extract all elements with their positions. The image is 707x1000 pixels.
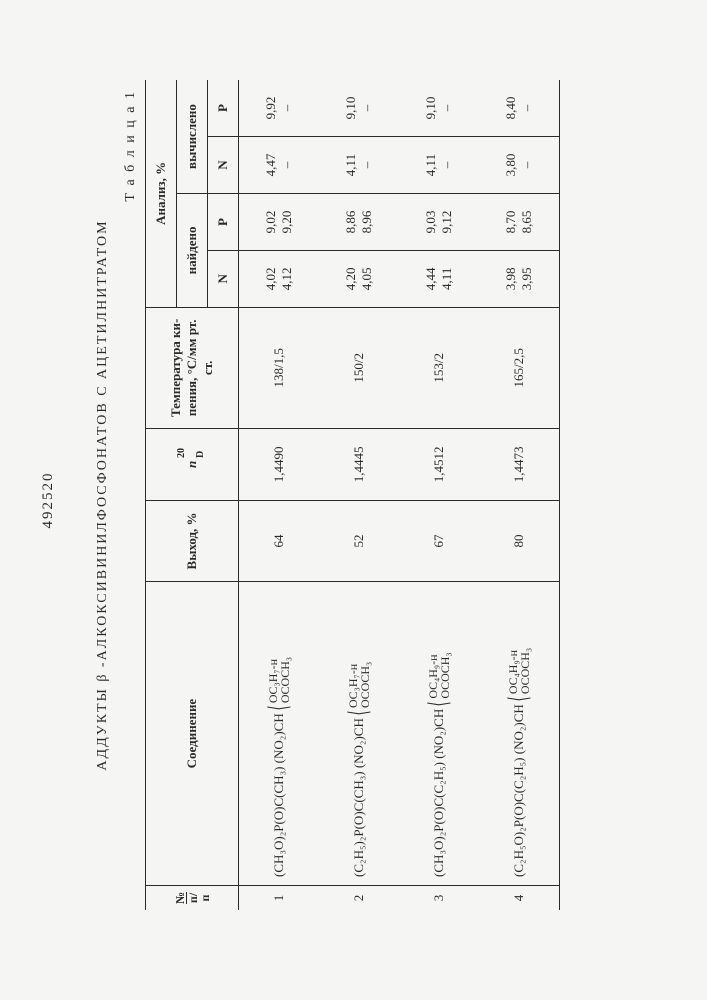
cell-bp: 150/2 xyxy=(319,307,399,428)
document-number: 492520 xyxy=(40,0,57,1000)
table-row: 2(C₂H₅)₂P(O)C(CH₃) (NO₂)CH⟨OC₃H₇-нOCOCH₃… xyxy=(319,80,399,910)
cell-found-P: 9,039,12 xyxy=(399,194,479,251)
table-body: 1(CH₃O)₂P(O)C(CH₃) (NO₂)CH⟨OC₃H₇-нOCOCH₃… xyxy=(239,80,560,910)
col-analysis: Анализ, % xyxy=(146,80,177,307)
cell-yield: 64 xyxy=(239,500,320,581)
cell-calc-N: 4,11– xyxy=(319,137,399,194)
cell-bp: 138/1,5 xyxy=(239,307,320,428)
cell-no: 4 xyxy=(479,885,560,910)
cell-calc-N: 4,47– xyxy=(239,137,320,194)
rotated-content: 492520 АДДУКТЫ β -АЛКОКСИВИНИЛФОСФОНАТОВ… xyxy=(0,0,707,1000)
cell-found-P: 8,868,96 xyxy=(319,194,399,251)
page: 492520 АДДУКТЫ β -АЛКОКСИВИНИЛФОСФОНАТОВ… xyxy=(0,0,707,1000)
table-row: 4(C₂H₅O)₂P(O)C(C₂H₅) (NO₂)CH⟨OC₄H₉-нOCOC… xyxy=(479,80,560,910)
data-table: № п/п Соединение Выход, % n 20 D xyxy=(145,80,560,910)
cell-compound: (CH₃O)₂P(O)C(C₂H₅) (NO₂)CH⟨OC₄H₉-нOCOCH₃ xyxy=(399,582,479,886)
cell-nd: 1,4445 xyxy=(319,428,399,500)
cell-no: 2 xyxy=(319,885,399,910)
cell-nd: 1,4473 xyxy=(479,428,560,500)
cell-nd: 1,4512 xyxy=(399,428,479,500)
table-row: 1(CH₃O)₂P(O)C(CH₃) (NO₂)CH⟨OC₃H₇-нOCOCH₃… xyxy=(239,80,320,910)
cell-yield: 80 xyxy=(479,500,560,581)
cell-found-N: 4,024,12 xyxy=(239,250,320,307)
col-calc-P: P xyxy=(208,80,239,137)
table-head: № п/п Соединение Выход, % n 20 D xyxy=(146,80,239,910)
cell-found-N: 3,983,95 xyxy=(479,250,560,307)
col-calc-N: N xyxy=(208,137,239,194)
cell-calc-P: 9,92– xyxy=(239,80,320,137)
cell-calc-P: 9,10– xyxy=(319,80,399,137)
table-caption: АДДУКТЫ β -АЛКОКСИВИНИЛФОСФОНАТОВ С АЦЕТ… xyxy=(95,80,111,910)
cell-calc-N: 3,80– xyxy=(479,137,560,194)
cell-bp: 165/2,5 xyxy=(479,307,560,428)
content-area: АДДУКТЫ β -АЛКОКСИВИНИЛФОСФОНАТОВ С АЦЕТ… xyxy=(95,80,560,910)
cell-found-P: 8,708,65 xyxy=(479,194,560,251)
col-found-N: N xyxy=(208,250,239,307)
cell-compound: (CH₃O)₂P(O)C(CH₃) (NO₂)CH⟨OC₃H₇-нOCOCH₃ xyxy=(239,582,320,886)
cell-compound: (C₂H₅O)₂P(O)C(C₂H₅) (NO₂)CH⟨OC₄H₉-нOCOCH… xyxy=(479,582,560,886)
col-no: № п/п xyxy=(146,885,239,910)
cell-found-P: 9,029,20 xyxy=(239,194,320,251)
cell-calc-P: 9,10– xyxy=(399,80,479,137)
col-yield: Выход, % xyxy=(146,500,239,581)
cell-yield: 52 xyxy=(319,500,399,581)
cell-found-N: 4,204,05 xyxy=(319,250,399,307)
col-found-P: P xyxy=(208,194,239,251)
cell-nd: 1,4490 xyxy=(239,428,320,500)
col-calc: вычислено xyxy=(177,80,208,194)
col-bp: Температура ки- пения, °С/мм рт. ст. xyxy=(146,307,239,428)
cell-no: 1 xyxy=(239,885,320,910)
cell-found-N: 4,444,11 xyxy=(399,250,479,307)
col-found: найдено xyxy=(177,194,208,308)
col-nd: n 20 D xyxy=(146,428,239,500)
cell-no: 3 xyxy=(399,885,479,910)
table-row: 3(CH₃O)₂P(O)C(C₂H₅) (NO₂)CH⟨OC₄H₉-нOCOCH… xyxy=(399,80,479,910)
col-compound: Соединение xyxy=(146,582,239,886)
cell-bp: 153/2 xyxy=(399,307,479,428)
cell-calc-P: 8,40– xyxy=(479,80,560,137)
cell-compound: (C₂H₅)₂P(O)C(CH₃) (NO₂)CH⟨OC₃H₇-нOCOCH₃ xyxy=(319,582,399,886)
table-number: Т а б л и ц а 1 xyxy=(123,80,139,910)
cell-yield: 67 xyxy=(399,500,479,581)
cell-calc-N: 4,11– xyxy=(399,137,479,194)
